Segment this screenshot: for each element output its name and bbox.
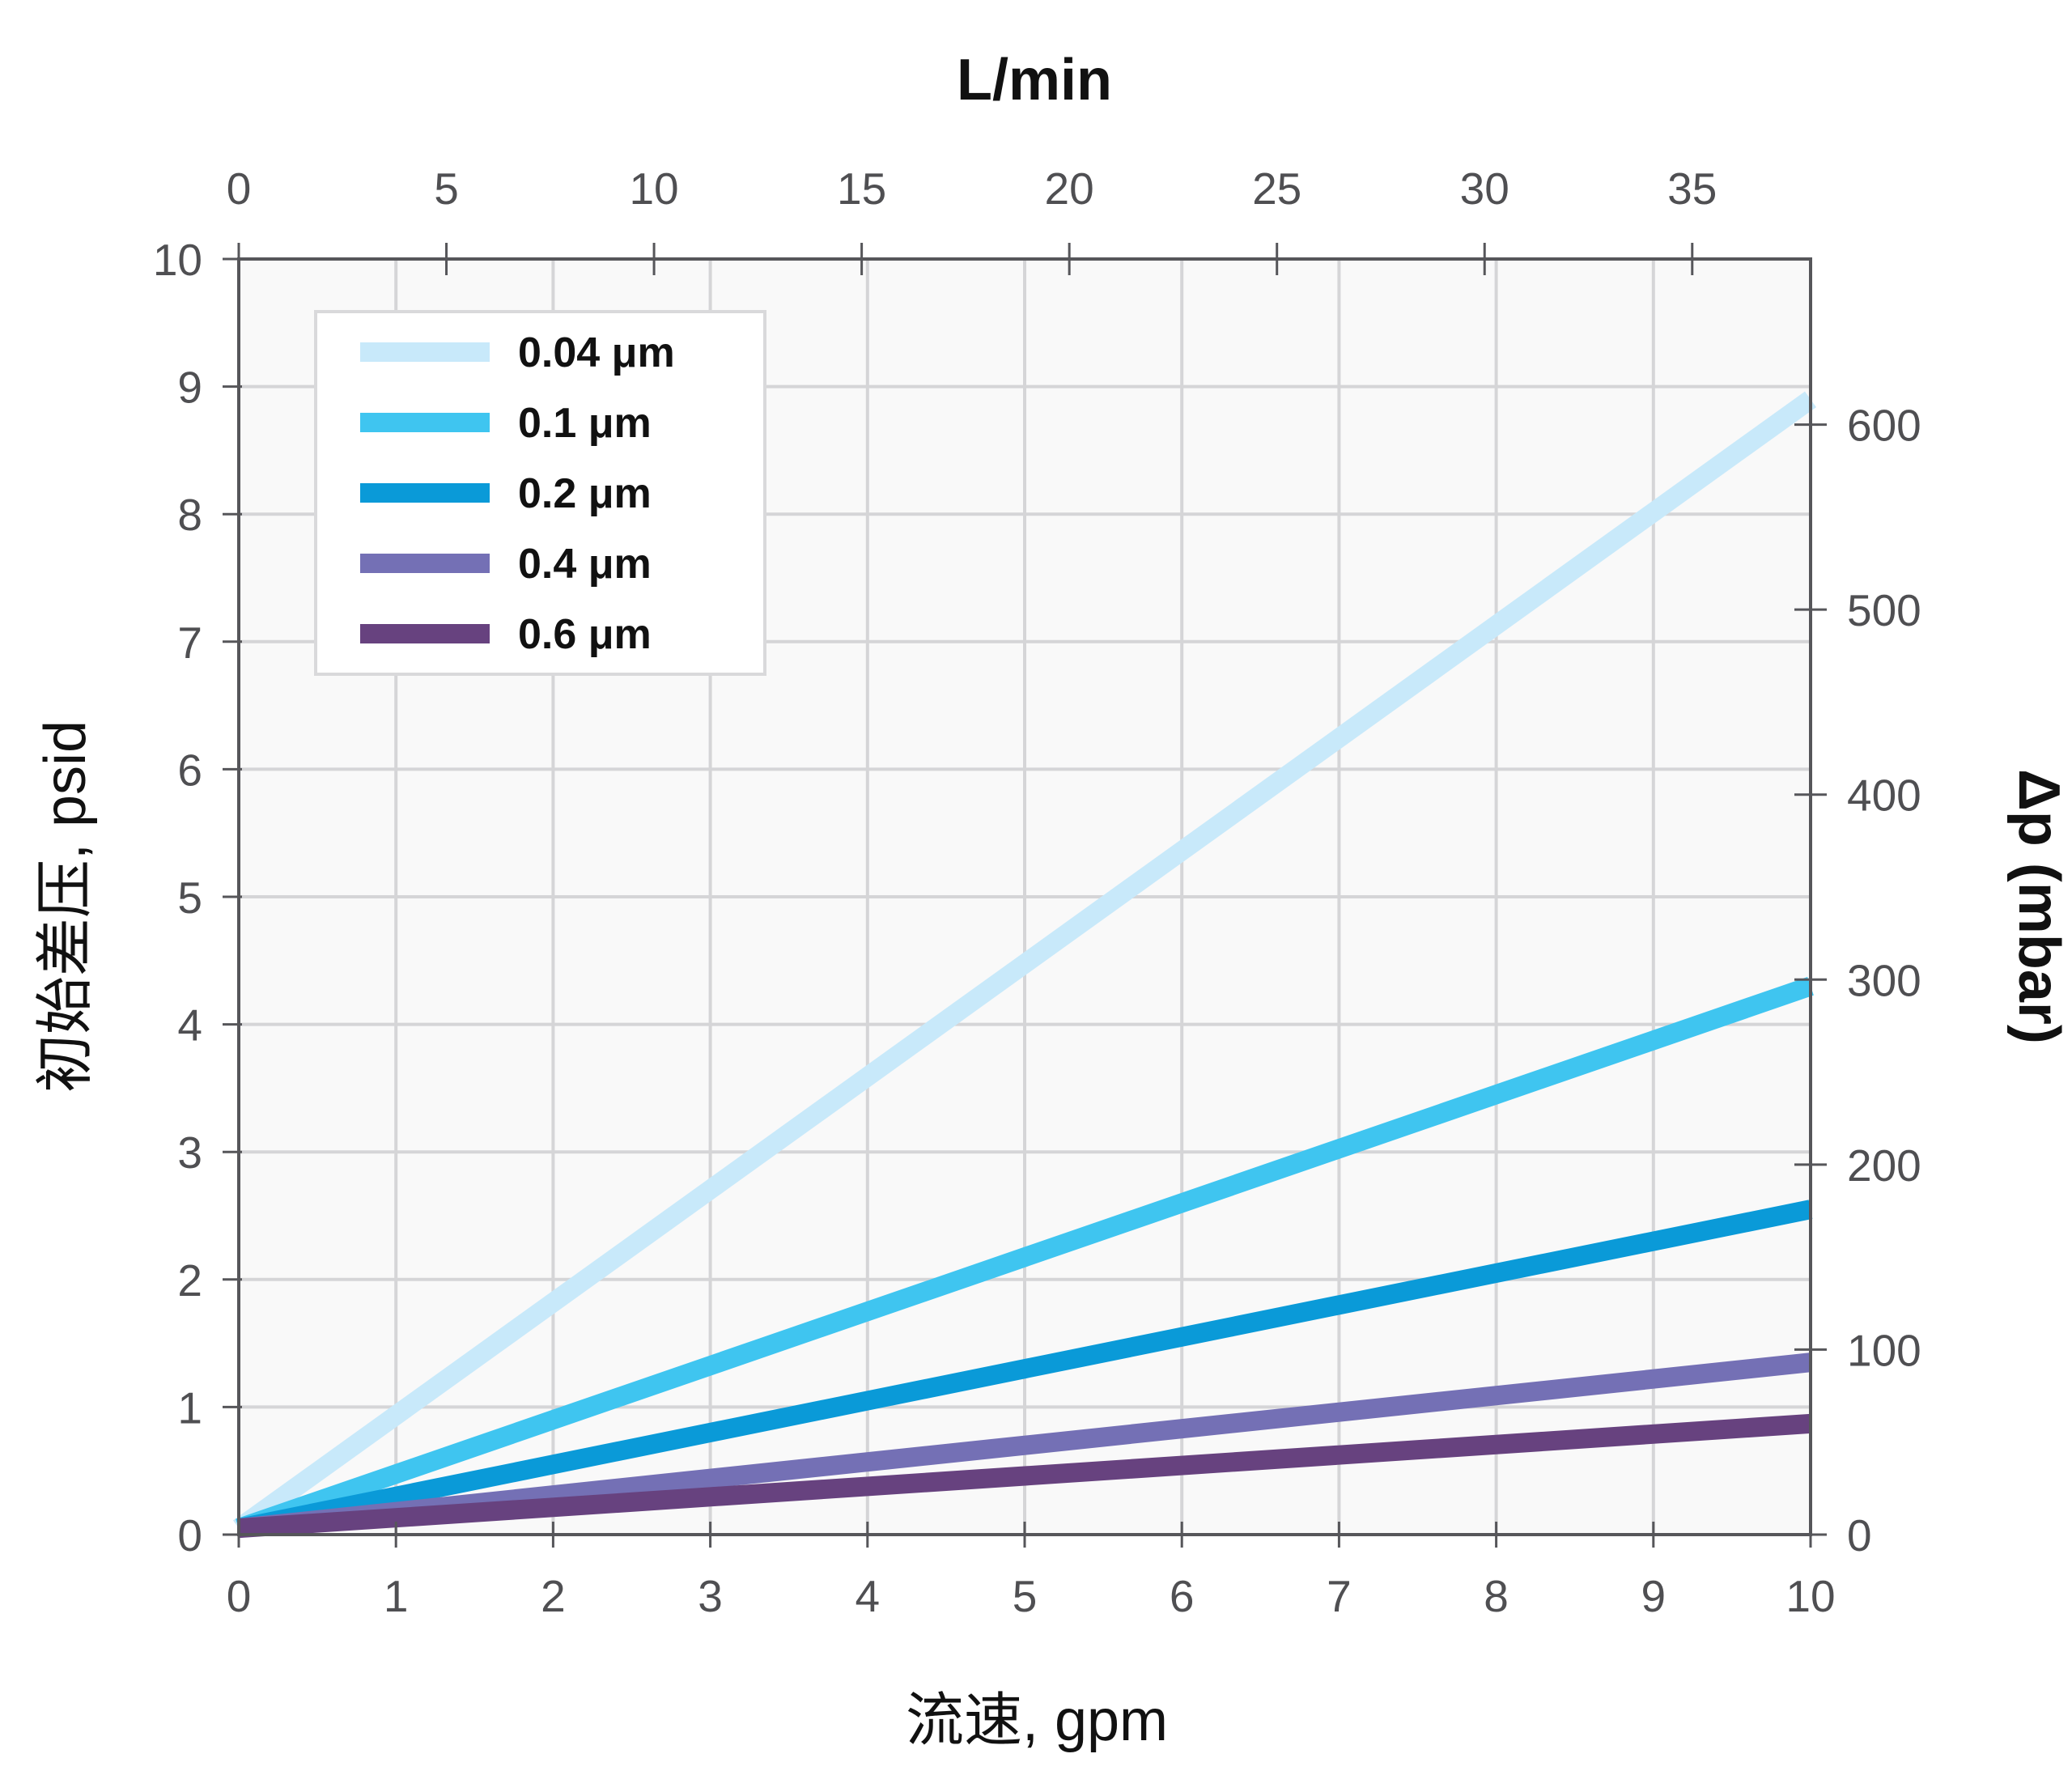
legend-label-1: 0.1 μm	[518, 400, 652, 447]
y-tick-label: 2	[177, 1255, 202, 1306]
y-tick-label: 5	[177, 873, 202, 923]
series-line-4	[238, 1413, 1811, 1539]
x-tick-label: 6	[1170, 1571, 1195, 1621]
x2-tick-label: 5	[434, 163, 459, 214]
y-tick-label: 10	[153, 235, 202, 285]
x2-tick-label: 15	[837, 163, 886, 214]
x-tick-label: 8	[1484, 1571, 1509, 1621]
x2-tick-label: 30	[1460, 163, 1509, 214]
x2-tick-label: 35	[1667, 163, 1717, 214]
legend-label-0: 0.04 μm	[518, 329, 675, 376]
y-tick-label: 1	[177, 1382, 202, 1433]
y2-tick-label: 400	[1847, 771, 1921, 821]
x2-tick-label: 0	[227, 163, 252, 214]
x2-tick-label: 20	[1045, 163, 1094, 214]
x-tick-label: 0	[227, 1571, 252, 1621]
y2-tick-label: 600	[1847, 401, 1921, 451]
y-tick-label: 4	[177, 1000, 202, 1051]
y2-tick-label: 0	[1847, 1510, 1872, 1561]
y-tick-label: 7	[177, 618, 202, 668]
x-tick-label: 1	[384, 1571, 409, 1621]
x-tick-label: 4	[856, 1571, 881, 1621]
x-tick-label: 7	[1327, 1571, 1352, 1621]
y-tick-label: 9	[177, 363, 202, 413]
y-tick-label: 3	[177, 1127, 202, 1178]
legend-label-2: 0.2 μm	[518, 470, 652, 517]
x-tick-label: 3	[698, 1571, 723, 1621]
y2-tick-label: 500	[1847, 585, 1921, 635]
y-tick-label: 0	[177, 1510, 202, 1561]
x-axis-title: 流速, gpm	[906, 1688, 1168, 1753]
y2-tick-label: 300	[1847, 955, 1921, 1005]
legend-label-3: 0.4 μm	[518, 541, 652, 588]
series-line-3	[237, 1352, 1812, 1539]
x2-tick-label: 10	[629, 163, 678, 214]
x2-axis-title: L/min	[957, 48, 1112, 113]
series-line-1	[236, 976, 1814, 1538]
x-tick-label: 2	[541, 1571, 566, 1621]
x-tick-label: 9	[1641, 1571, 1667, 1621]
y-tick-label: 8	[177, 490, 202, 540]
y-axis-title: 初始差压, psid	[33, 720, 98, 1093]
series-line-0	[232, 391, 1817, 1536]
x-tick-label: 5	[1013, 1571, 1038, 1621]
y2-tick-label: 100	[1847, 1325, 1921, 1375]
y2-tick-label: 200	[1847, 1140, 1921, 1191]
y-tick-label: 6	[177, 745, 202, 795]
legend-label-4: 0.6 μm	[518, 611, 652, 658]
series-line-2	[236, 1200, 1813, 1538]
x-tick-label: 10	[1785, 1571, 1835, 1621]
x2-tick-label: 25	[1252, 163, 1301, 214]
y2-axis-title: Δp (mbar)	[2006, 769, 2071, 1044]
